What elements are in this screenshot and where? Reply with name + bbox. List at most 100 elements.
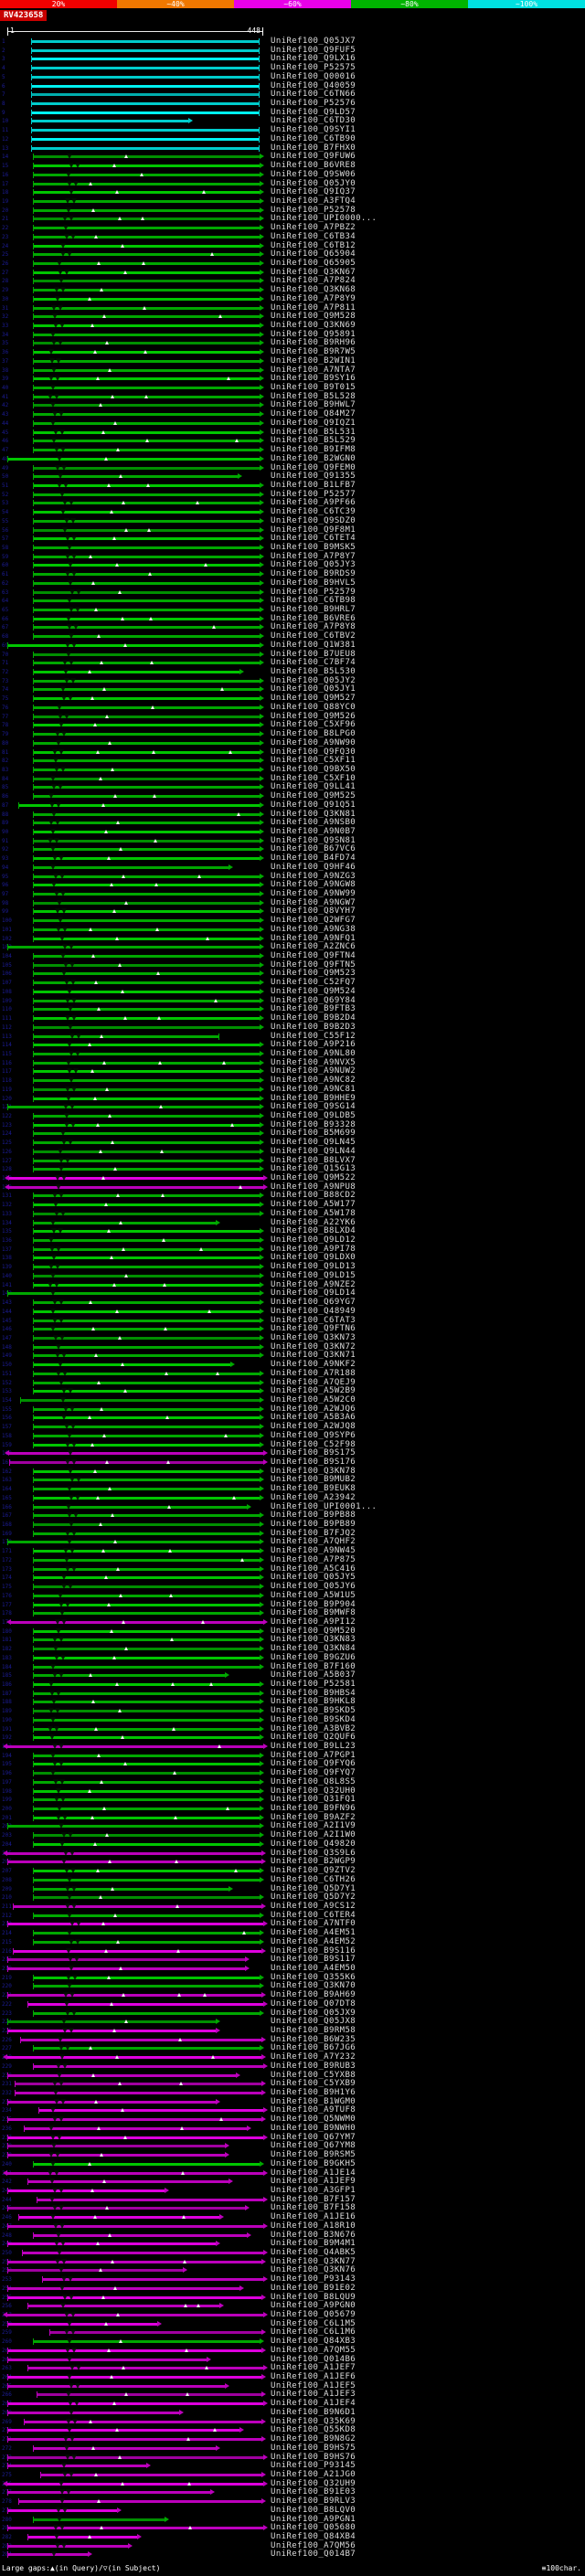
hit-bar[interactable] — [33, 1514, 260, 1518]
hit-label[interactable]: UniRef100_A9NUW2 — [271, 1066, 356, 1076]
hit-label[interactable]: UniRef100_Q84M27 — [271, 409, 356, 419]
hit-bar[interactable] — [31, 137, 260, 141]
hit-label[interactable]: UniRef100_Q95891 — [271, 329, 356, 339]
hit-label[interactable]: UniRef100_A7NTF0 — [271, 1919, 356, 1929]
hit-label[interactable]: UniRef100_A7PGP1 — [271, 1750, 356, 1760]
hit-bar[interactable] — [33, 1194, 260, 1198]
hit-bar[interactable] — [7, 2056, 261, 2060]
hit-bar[interactable] — [33, 822, 260, 825]
hit-label[interactable]: UniRef100_C52FQ7 — [271, 978, 356, 988]
hit-bar[interactable] — [33, 270, 260, 274]
hit-bar[interactable] — [33, 715, 260, 718]
hit-label[interactable]: UniRef100_Q2QUF6 — [271, 1733, 356, 1743]
hit-bar[interactable] — [33, 590, 260, 594]
hit-label[interactable]: UniRef100_B7FHX0 — [271, 143, 356, 153]
hit-bar[interactable] — [33, 1479, 260, 1482]
hit-label[interactable]: UniRef100_Q9SYP6 — [271, 1430, 356, 1440]
hit-bar[interactable] — [9, 1177, 263, 1180]
hit-label[interactable]: UniRef100_B1LFB7 — [271, 480, 356, 490]
hit-label[interactable]: UniRef100_A9TUF8 — [271, 2105, 356, 2115]
hit-label[interactable]: UniRef100_Q3KN84 — [271, 1644, 356, 1654]
hit-bar[interactable] — [24, 2420, 261, 2423]
hit-label[interactable]: UniRef100_P52575 — [271, 63, 356, 73]
hit-label[interactable]: UniRef100_Q5D7Y2 — [271, 1892, 356, 1903]
hit-bar[interactable] — [33, 1416, 260, 1420]
hit-label[interactable]: UniRef100_Q9FUF5 — [271, 45, 356, 55]
hit-label[interactable]: UniRef100_B2WGN0 — [271, 453, 356, 463]
hit-bar[interactable] — [33, 750, 260, 754]
hit-label[interactable]: UniRef100_B9HS75 — [271, 2443, 356, 2453]
hit-bar[interactable] — [33, 217, 260, 221]
hit-bar[interactable] — [33, 1328, 260, 1331]
hit-label[interactable]: UniRef100_Q05680 — [271, 2523, 356, 2533]
hit-bar[interactable] — [33, 546, 260, 549]
hit-bar[interactable] — [33, 164, 260, 168]
hit-bar[interactable] — [9, 1185, 263, 1189]
hit-label[interactable]: UniRef100_A9PI12 — [271, 1617, 356, 1627]
hit-bar[interactable] — [33, 1372, 260, 1375]
hit-bar[interactable] — [33, 1381, 260, 1384]
hit-label[interactable]: UniRef100_B9B2D3 — [271, 1022, 356, 1032]
hit-bar[interactable] — [33, 359, 260, 363]
hit-label[interactable]: UniRef100_Q9FTN4 — [271, 951, 356, 961]
hit-label[interactable]: UniRef100_A5W2C0 — [271, 1394, 356, 1405]
hit-bar[interactable] — [7, 2358, 207, 2361]
hit-bar[interactable] — [33, 1913, 260, 1917]
hit-bar[interactable] — [33, 1887, 229, 1891]
hit-bar[interactable] — [7, 2455, 263, 2459]
hit-bar[interactable] — [33, 493, 260, 496]
hit-bar[interactable] — [7, 1292, 260, 1296]
hit-label[interactable]: UniRef100_B2WGP9 — [271, 1857, 356, 1867]
hit-label[interactable]: UniRef100_B8LVX7 — [271, 1155, 356, 1165]
hit-bar[interactable] — [33, 1469, 260, 1473]
hit-label[interactable]: UniRef100_A1JEF4 — [271, 2399, 356, 2409]
hit-bar[interactable] — [33, 324, 260, 327]
hit-label[interactable]: UniRef100_Q9BX50 — [271, 764, 356, 774]
hit-bar[interactable] — [33, 244, 260, 248]
hit-label[interactable]: UniRef100_Q65905 — [271, 258, 356, 268]
hit-bar[interactable] — [7, 2286, 239, 2290]
hit-bar[interactable] — [33, 421, 260, 425]
hit-bar[interactable] — [33, 2047, 260, 2051]
hit-bar[interactable] — [33, 1434, 260, 1437]
hit-label[interactable]: UniRef100_C5XF10 — [271, 773, 356, 783]
hit-label[interactable]: UniRef100_B9HS76 — [271, 2452, 356, 2462]
hit-label[interactable]: UniRef100_Q9M527 — [271, 694, 356, 704]
hit-label[interactable]: UniRef100_Q9LX16 — [271, 54, 356, 64]
hit-label[interactable]: UniRef100_B88CD2 — [271, 1191, 356, 1201]
hit-label[interactable]: UniRef100_UPI0000... — [271, 214, 378, 224]
hit-bar[interactable] — [33, 1426, 260, 1429]
hit-bar[interactable] — [13, 1949, 261, 1953]
hit-label[interactable]: UniRef100_A9PI78 — [271, 1244, 356, 1254]
hit-label[interactable]: UniRef100_C6TH26 — [271, 1874, 356, 1884]
hit-label[interactable]: UniRef100_Q05JX7 — [271, 37, 356, 46]
hit-bar[interactable] — [33, 342, 260, 345]
hit-bar[interactable] — [7, 2118, 261, 2122]
hit-bar[interactable] — [33, 208, 260, 212]
hit-label[interactable]: UniRef100_A1JEF6 — [271, 2372, 356, 2382]
hit-bar[interactable] — [33, 1834, 260, 1838]
hit-bar[interactable] — [33, 191, 260, 195]
hit-bar[interactable] — [33, 1648, 260, 1651]
hit-bar[interactable] — [33, 1896, 260, 1900]
hit-bar[interactable] — [33, 1230, 260, 1234]
hit-bar[interactable] — [33, 777, 260, 780]
hit-label[interactable]: UniRef100_A5B037 — [271, 1670, 356, 1680]
hit-label[interactable]: UniRef100_B9RM58 — [271, 2026, 356, 2035]
hit-bar[interactable] — [33, 1798, 260, 1802]
hit-bar[interactable] — [33, 990, 260, 993]
hit-bar[interactable] — [33, 1780, 260, 1784]
hit-label[interactable]: UniRef100_A7QM55 — [271, 2345, 356, 2355]
hit-label[interactable]: UniRef100_B9IFM8 — [271, 445, 356, 455]
hit-bar[interactable] — [33, 1976, 260, 1979]
hit-label[interactable]: UniRef100_Q9SW06 — [271, 169, 356, 179]
hit-label[interactable]: UniRef100_Q35K69 — [271, 2416, 356, 2426]
hit-label[interactable]: UniRef100_B8LXD4 — [271, 1226, 356, 1236]
hit-bar[interactable] — [7, 2171, 263, 2175]
hit-bar[interactable] — [33, 253, 260, 257]
hit-bar[interactable] — [7, 2402, 263, 2406]
hit-label[interactable]: UniRef100_B5L529 — [271, 436, 356, 446]
hit-label[interactable]: UniRef100_Q05JY3 — [271, 560, 356, 570]
hit-label[interactable]: UniRef100_A7P8Y7 — [271, 551, 356, 561]
hit-label[interactable]: UniRef100_Q9LDX0 — [271, 1253, 356, 1263]
